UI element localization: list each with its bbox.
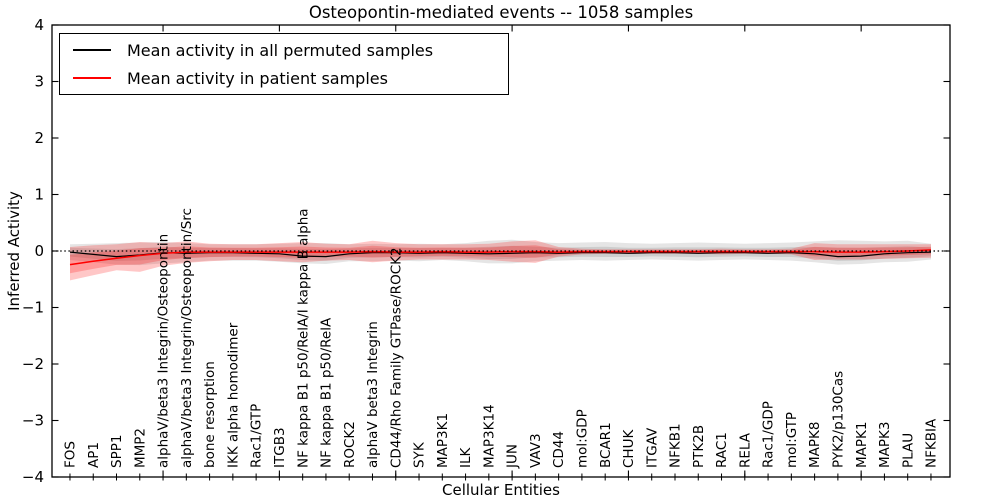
x-tick-label: RAC1: [714, 432, 730, 468]
x-tick-label: mol:GDP: [575, 409, 591, 468]
patient-band-outer: [70, 240, 931, 281]
x-tick-label: alphaV/beta3 Integrin/Osteopontin: [156, 234, 172, 468]
x-tick-label: FOS: [63, 441, 79, 468]
x-tick-label: NF kappa B1 p50/RelA: [319, 317, 335, 468]
x-tick-label: MAP3K14: [481, 404, 497, 468]
y-tick-label: 4: [34, 16, 44, 34]
legend-item-permuted: Mean activity in all permuted samples: [73, 39, 508, 61]
x-tick-label: JUN: [505, 444, 521, 469]
x-tick-label: SYK: [412, 441, 428, 468]
y-tick-label: −4: [22, 468, 44, 486]
legend-item-patient: Mean activity in patient samples: [73, 67, 508, 89]
x-tick-label: alphaV/beta3 Integrin/Osteopontin/Src: [179, 208, 195, 468]
x-tick-label: ROCK2: [342, 421, 358, 468]
legend-label-permuted: Mean activity in all permuted samples: [127, 40, 434, 60]
x-tick-label: MMP2: [132, 428, 148, 468]
x-tick-label: VAV3: [528, 433, 544, 468]
x-axis-label: Cellular Entities: [442, 481, 560, 499]
patient-line-sample-icon: [73, 77, 111, 79]
x-tick-label: ITGAV: [644, 427, 660, 468]
x-tick-label: mol:GTP: [784, 412, 800, 468]
x-tick-label: Rac1/GTP: [249, 404, 265, 468]
permuted-line-sample-icon: [73, 49, 111, 51]
x-tick-label: ITGB3: [272, 427, 288, 468]
x-tick-label: NFKBIA: [924, 418, 940, 468]
x-tick-label: bone resorption: [202, 361, 218, 468]
y-axis-label: Inferred Activity: [5, 191, 23, 311]
y-tick-label: 3: [34, 73, 44, 91]
x-tick-label: RELA: [737, 432, 753, 468]
x-tick-label: CHUK: [621, 429, 637, 468]
legend: Mean activity in all permuted samples Me…: [59, 33, 509, 95]
x-tick-label: MAPK8: [807, 422, 823, 468]
x-tick-label: CD44: [551, 431, 567, 468]
x-tick-label: CD44/Rho Family GTPase/ROCK2: [388, 247, 404, 468]
x-tick-label: SPP1: [109, 435, 125, 468]
x-tick-label: Rac1/GDP: [761, 401, 777, 468]
y-tick-label: −3: [22, 412, 44, 430]
y-tick-label: −1: [22, 299, 44, 317]
x-tick-label: BCAR1: [598, 422, 614, 468]
y-tick-label: −2: [22, 355, 44, 373]
x-tick-label: PTK2B: [691, 425, 707, 468]
y-tick-label: 0: [34, 242, 44, 260]
legend-label-patient: Mean activity in patient samples: [127, 68, 388, 88]
x-tick-label: NFKB1: [668, 423, 684, 468]
y-tick-label: 1: [34, 186, 44, 204]
x-tick-label: MAPK3: [877, 422, 893, 468]
patient-mean-line: [69, 249, 932, 266]
chart-title: Osteopontin-mediated events -- 1058 samp…: [308, 3, 694, 22]
x-tick-label: IKK alpha homodimer: [226, 322, 242, 468]
x-tick-label: PYK2/p130Cas: [831, 371, 847, 468]
x-tick-label: NF kappa B1 p50/RelA/I kappa B alpha: [295, 208, 311, 468]
x-tick-label: MAP3K1: [435, 413, 451, 468]
x-tick-label: MAPK1: [854, 422, 870, 468]
x-tick-label: ILK: [458, 446, 474, 468]
x-tick-label: AP1: [86, 442, 102, 468]
x-tick-label: PLAU: [900, 433, 916, 468]
x-tick-label: alphaV beta3 Integrin: [365, 321, 381, 468]
y-tick-label: 2: [34, 129, 44, 147]
